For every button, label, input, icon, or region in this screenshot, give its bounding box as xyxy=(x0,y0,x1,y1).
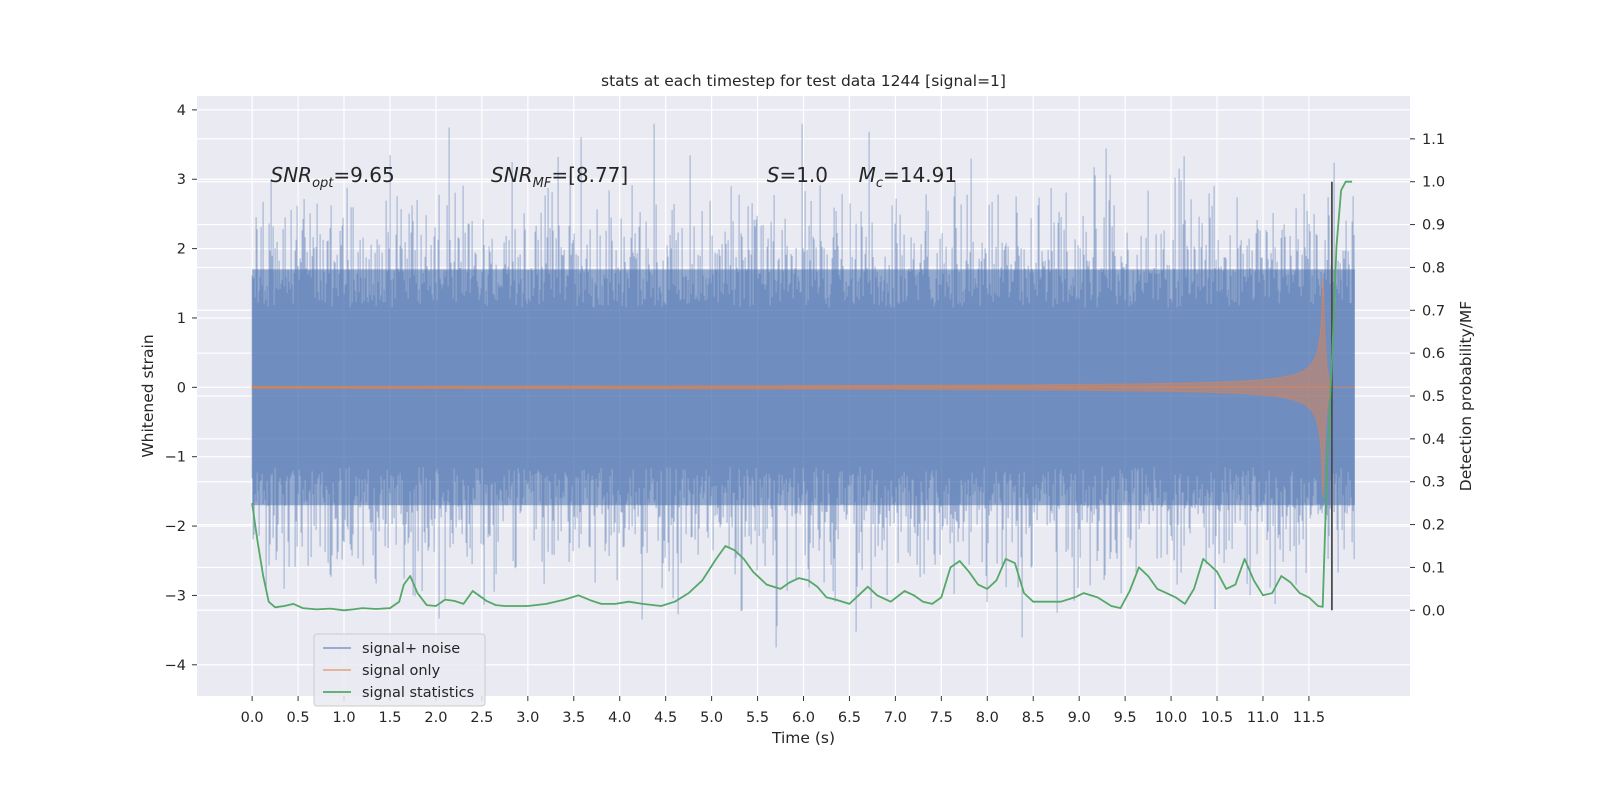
y-tick-label: 2 xyxy=(177,242,186,258)
y-tick-label: −2 xyxy=(165,519,186,535)
legend: signal+ noise signal only signal statistic… xyxy=(313,633,486,707)
y-right-tick-label: 0.1 xyxy=(1422,560,1445,576)
legend-label: signal statistics xyxy=(362,685,474,701)
x-tick-label: 7.5 xyxy=(930,710,953,726)
legend-label: signal+ noise xyxy=(362,641,460,657)
y-right-tick-label: 0.5 xyxy=(1422,389,1445,405)
x-tick-label: 5.5 xyxy=(746,710,769,726)
x-tick-label: 4.0 xyxy=(608,710,631,726)
y-tick-label: −3 xyxy=(165,588,186,604)
noise-trace xyxy=(251,123,1355,648)
x-tick-label: 11.0 xyxy=(1247,710,1279,726)
y-tick-label: 1 xyxy=(177,311,186,327)
annotation-s: S=1.0 xyxy=(767,163,828,187)
legend-label: signal only xyxy=(362,663,441,679)
y-right-tick-label: 0.0 xyxy=(1422,603,1445,619)
y-right-tick-label: 0.2 xyxy=(1422,518,1445,534)
x-axis-label: Time (s) xyxy=(771,729,835,747)
annotation-mc: Mc=14.91 xyxy=(859,163,957,191)
y-right-tick-label: 0.9 xyxy=(1422,218,1445,234)
x-tick-label: 2.5 xyxy=(470,710,493,726)
statistics-series xyxy=(251,180,1353,612)
y-axis-left: −4 −3 −2 −1 0 1 2 3 4 xyxy=(165,103,197,674)
x-tick-label: 10.5 xyxy=(1201,710,1233,726)
x-tick-label: 6.0 xyxy=(792,710,815,726)
annotation-snr-opt: SNRopt=9.65 xyxy=(271,163,395,191)
statistics-line xyxy=(251,180,1353,612)
y-right-tick-label: 0.6 xyxy=(1422,346,1445,362)
x-tick-label: 9.0 xyxy=(1068,710,1091,726)
y-right-tick-label: 0.7 xyxy=(1422,303,1445,319)
x-tick-label: 7.0 xyxy=(884,710,907,726)
x-tick-label: 11.5 xyxy=(1293,710,1325,726)
y-tick-label: 3 xyxy=(177,172,186,188)
x-axis: 0.0 0.5 1.0 1.5 2.0 2.5 3.0 3.5 4.0 4.5 5.0 5.5 6.0 6… xyxy=(241,696,1325,726)
y-tick-label: 0 xyxy=(177,380,186,396)
x-tick-label: 8.0 xyxy=(976,710,999,726)
x-tick-label: 2.0 xyxy=(424,710,447,726)
x-tick-label: 6.5 xyxy=(838,710,861,726)
y-axis-right-label: Detection probability/MF xyxy=(1457,301,1475,492)
x-tick-label: 0.0 xyxy=(241,710,264,726)
x-tick-label: 10.0 xyxy=(1155,710,1187,726)
annotation-snr-mf: SNRMF=[8.77] xyxy=(491,163,628,191)
y-right-tick-label: 1.1 xyxy=(1422,132,1445,148)
x-tick-label: 4.5 xyxy=(654,710,677,726)
x-tick-label: 1.5 xyxy=(378,710,401,726)
x-tick-label: 5.0 xyxy=(700,710,723,726)
x-tick-label: 3.5 xyxy=(562,710,585,726)
y-right-tick-label: 1.0 xyxy=(1422,175,1445,191)
chart-title: stats at each timestep for test data 124… xyxy=(601,72,1006,90)
y-tick-label: −1 xyxy=(165,450,186,466)
x-tick-label: 0.5 xyxy=(287,710,310,726)
y-tick-label: 4 xyxy=(177,103,186,119)
annotations: SNRopt=9.65 SNRMF=[8.77] S=1.0 Mc=14.91 xyxy=(271,163,958,191)
y-axis-label: Whitened strain xyxy=(139,334,157,457)
y-right-tick-label: 0.4 xyxy=(1422,432,1445,448)
y-right-tick-label: 0.8 xyxy=(1422,260,1445,276)
y-tick-label: −4 xyxy=(165,658,186,674)
x-tick-label: 1.0 xyxy=(332,710,355,726)
x-tick-label: 3.0 xyxy=(516,710,539,726)
x-tick-label: 9.5 xyxy=(1114,710,1137,726)
x-tick-label: 8.5 xyxy=(1022,710,1045,726)
y-axis-right: 0.0 0.1 0.2 0.3 0.4 0.5 0.6 0.7 0.8 0.9 1.0 1.1 xyxy=(1410,132,1445,619)
y-right-tick-label: 0.3 xyxy=(1422,475,1445,491)
legend-box xyxy=(313,633,486,707)
